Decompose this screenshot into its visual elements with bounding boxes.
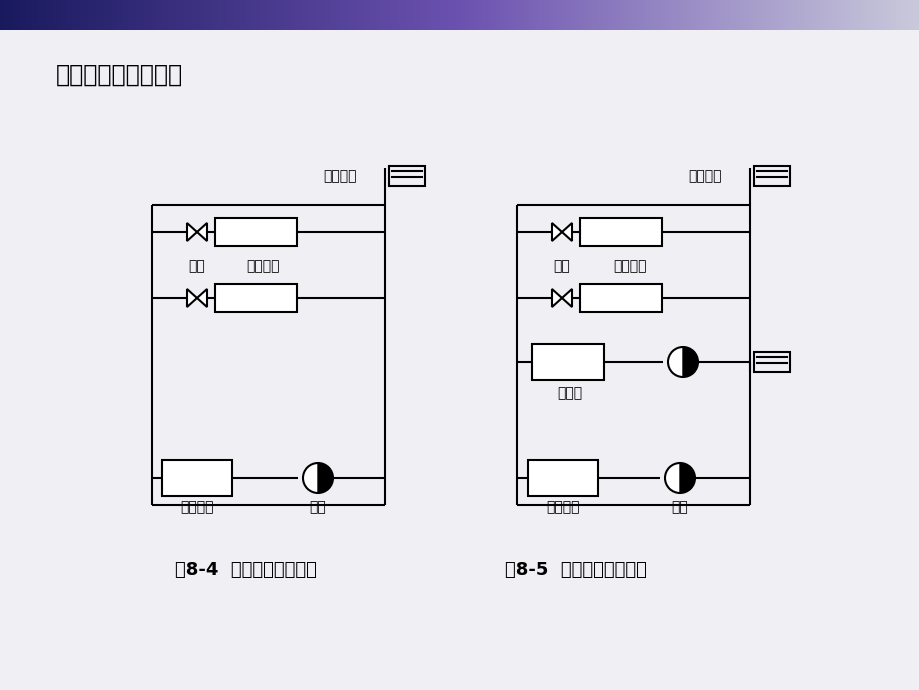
Text: 空调用户: 空调用户 [246, 259, 279, 273]
Bar [754, 166, 789, 186]
Circle shape [664, 463, 694, 493]
Polygon shape [187, 223, 197, 241]
Polygon shape [197, 223, 207, 241]
Circle shape [302, 463, 333, 493]
Bar [579, 218, 662, 246]
Text: 制冷机组: 制冷机组 [180, 500, 213, 514]
Polygon shape [197, 289, 207, 307]
Text: 定压水箱: 定压水箱 [323, 169, 357, 183]
Text: 水泵: 水泵 [671, 500, 687, 514]
Text: 空调用户: 空调用户 [613, 259, 646, 273]
Bar [528, 460, 597, 496]
Wedge shape [318, 464, 332, 492]
Polygon shape [562, 289, 572, 307]
Wedge shape [682, 348, 697, 376]
Wedge shape [679, 464, 694, 492]
Text: 阀门: 阀门 [188, 259, 205, 273]
Polygon shape [551, 289, 562, 307]
Text: 图8-5  间连式冷冻水系统: 图8-5 间连式冷冻水系统 [505, 561, 646, 579]
Bar [389, 166, 425, 186]
Polygon shape [187, 289, 197, 307]
Text: 阀门: 阀门 [553, 259, 570, 273]
Text: 直连系统与间连系统: 直连系统与间连系统 [56, 63, 183, 87]
Bar [162, 460, 232, 496]
Bar [215, 218, 297, 246]
Circle shape [667, 347, 698, 377]
Text: 制冷机组: 制冷机组 [546, 500, 579, 514]
Bar [579, 284, 662, 312]
Bar [754, 352, 789, 372]
Text: 换热器: 换热器 [557, 386, 582, 400]
Text: 图8-4  直连式冷冻水系统: 图8-4 直连式冷冻水系统 [175, 561, 316, 579]
Polygon shape [551, 223, 562, 241]
Bar [531, 344, 604, 380]
Polygon shape [562, 223, 572, 241]
Text: 定压水箱: 定压水箱 [687, 169, 721, 183]
Bar [215, 284, 297, 312]
Text: 水泵: 水泵 [310, 500, 326, 514]
